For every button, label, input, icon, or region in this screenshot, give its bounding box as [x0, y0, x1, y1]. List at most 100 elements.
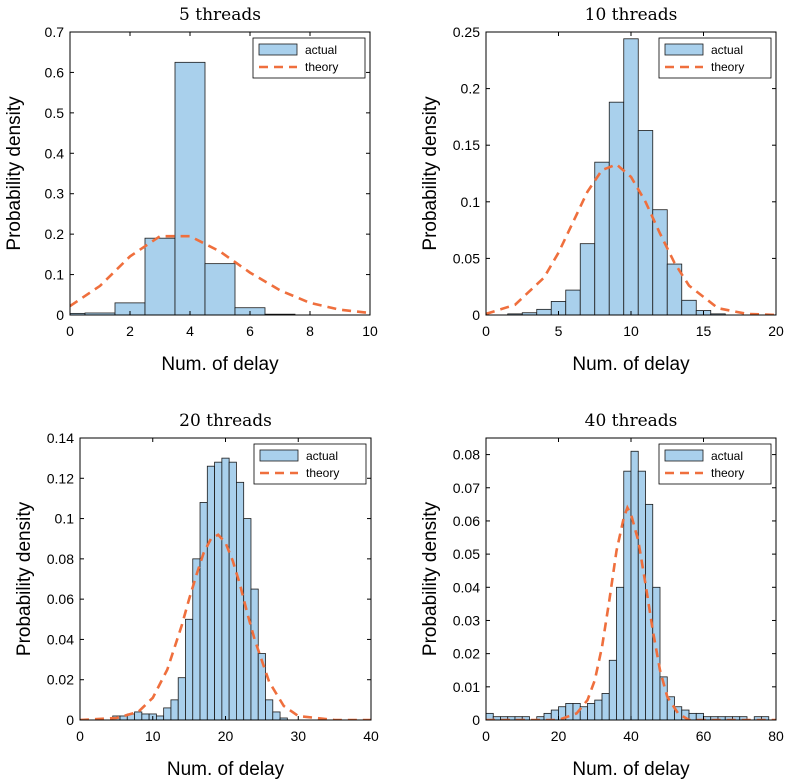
x-axis-label: Num. of delay: [572, 354, 690, 375]
y-tick-label: 0: [472, 712, 480, 728]
x-tick-label: 4: [186, 323, 194, 339]
chart-panel-1: 0 5 10 15 20 0 0.05 0.1 0.15 0.2 0.25 10 threads Num…: [420, 5, 784, 375]
histogram-bar: [579, 243, 596, 315]
legend: actual theory: [253, 443, 367, 485]
histogram-bar: [265, 699, 274, 720]
x-tick-label: 2: [126, 323, 134, 339]
y-tick-label: 0.1: [461, 194, 481, 210]
histogram-bar: [594, 161, 610, 315]
x-tick-label: 80: [768, 728, 784, 744]
x-tick-label: 6: [246, 323, 254, 339]
y-tick-label: 0.2: [45, 226, 65, 242]
y-tick-label: 0.08: [47, 551, 74, 567]
y-tick-label: 0.06: [453, 513, 480, 529]
y-tick-label: 0: [472, 307, 480, 323]
x-tick-label: 0: [482, 323, 490, 339]
histogram-bar: [279, 717, 288, 720]
histogram-bar: [250, 588, 259, 720]
legend-swatch-actual: [664, 449, 704, 462]
histogram-bar: [521, 716, 530, 720]
y-tick-label: 0.7: [45, 24, 65, 40]
histogram-bars: [507, 38, 726, 315]
legend-label-actual: actual: [306, 449, 338, 463]
x-axis-label: Num. of delay: [161, 354, 279, 375]
histogram-bar: [761, 716, 770, 720]
y-tick-label: 0.1: [55, 511, 75, 527]
x-axis-label: Num. of delay: [167, 759, 285, 780]
histogram-bar: [199, 502, 208, 720]
histogram-bar: [608, 659, 617, 720]
chart-title: 20 threads: [179, 411, 272, 431]
histogram-bar: [185, 618, 194, 720]
histogram-bar: [637, 470, 646, 720]
legend: actual theory: [252, 37, 366, 79]
y-tick-label: 0.3: [45, 186, 65, 202]
histogram-bar: [141, 713, 150, 720]
legend-label-actual: actual: [711, 449, 743, 463]
histogram-bar: [177, 677, 186, 720]
x-tick-label: 20: [551, 728, 567, 744]
histogram-bar: [637, 130, 654, 315]
histogram-bar: [204, 263, 236, 315]
theory-curve: [486, 162, 776, 315]
histogram-bar: [594, 699, 603, 720]
histogram-bar: [134, 711, 143, 720]
legend-label-theory: theory: [306, 466, 339, 480]
histogram-bar: [272, 711, 281, 720]
histogram-bar: [739, 716, 748, 720]
histogram-bar: [681, 299, 697, 315]
y-axis-label: Probability density: [420, 501, 441, 656]
x-tick-label: 20: [218, 728, 234, 744]
legend-label-actual: actual: [711, 43, 743, 57]
y-tick-label: 0.04: [453, 579, 480, 595]
histogram-bar: [608, 101, 625, 315]
x-tick-label: 0: [76, 728, 84, 744]
y-tick-label: 0.5: [45, 105, 65, 121]
legend: actual theory: [658, 37, 772, 79]
y-tick-label: 0.06: [47, 591, 74, 607]
chart-panel-2: 0 10 20 30 40 0 0.02 0.04 0.06 0.08 0.1 0.12 0.14 20 …: [14, 411, 379, 780]
histogram-bar: [155, 715, 165, 720]
chart-title: 10 threads: [585, 5, 678, 25]
x-tick-label: 10: [362, 323, 378, 339]
y-tick-label: 0.04: [47, 631, 74, 647]
y-axis-label: Probability density: [420, 96, 441, 251]
y-axis-label: Probability density: [14, 501, 35, 656]
legend-label-theory: theory: [711, 466, 744, 480]
axes-box: [69, 31, 371, 316]
x-tick-label: 30: [290, 728, 306, 744]
x-axis-label: Num. of delay: [572, 759, 690, 780]
legend-label-actual: actual: [305, 43, 337, 57]
legend-swatch-actual: [258, 43, 298, 56]
y-tick-label: 0.02: [47, 672, 74, 688]
y-tick-label: 0.1: [45, 267, 65, 283]
x-tick-label: 0: [482, 728, 490, 744]
chart-title: 5 threads: [179, 5, 261, 25]
y-tick-label: 0.02: [453, 646, 480, 662]
theory-curve: [80, 533, 371, 720]
y-tick-label: 0: [56, 307, 64, 323]
x-tick-label: 40: [623, 728, 639, 744]
histogram-bar: [616, 586, 625, 720]
y-tick-label: 0.6: [45, 64, 65, 80]
x-tick-label: 10: [623, 323, 639, 339]
histogram-bar: [163, 707, 172, 720]
chart-panel-3: 0 20 40 60 80 0 0.01 0.02 0.03 0.04 0.05 0.06 0.07 0.…: [420, 411, 784, 780]
x-tick-label: 5: [555, 323, 563, 339]
x-tick-label: 15: [696, 323, 712, 339]
histogram-bars: [70, 61, 296, 315]
y-tick-label: 0: [66, 712, 74, 728]
x-tick-label: 10: [145, 728, 161, 744]
y-tick-label: 0.14: [47, 430, 74, 446]
x-tick-label: 8: [306, 323, 314, 339]
histogram-bar: [710, 313, 726, 315]
legend-label-theory: theory: [711, 60, 744, 74]
histogram-bar: [236, 481, 245, 720]
chart-title: 40 threads: [585, 411, 678, 431]
histogram-bar: [228, 461, 237, 720]
histogram-bar: [652, 209, 668, 315]
histogram-bar: [206, 465, 215, 720]
x-tick-label: 60: [696, 728, 712, 744]
y-tick-label: 0.01: [453, 679, 480, 695]
